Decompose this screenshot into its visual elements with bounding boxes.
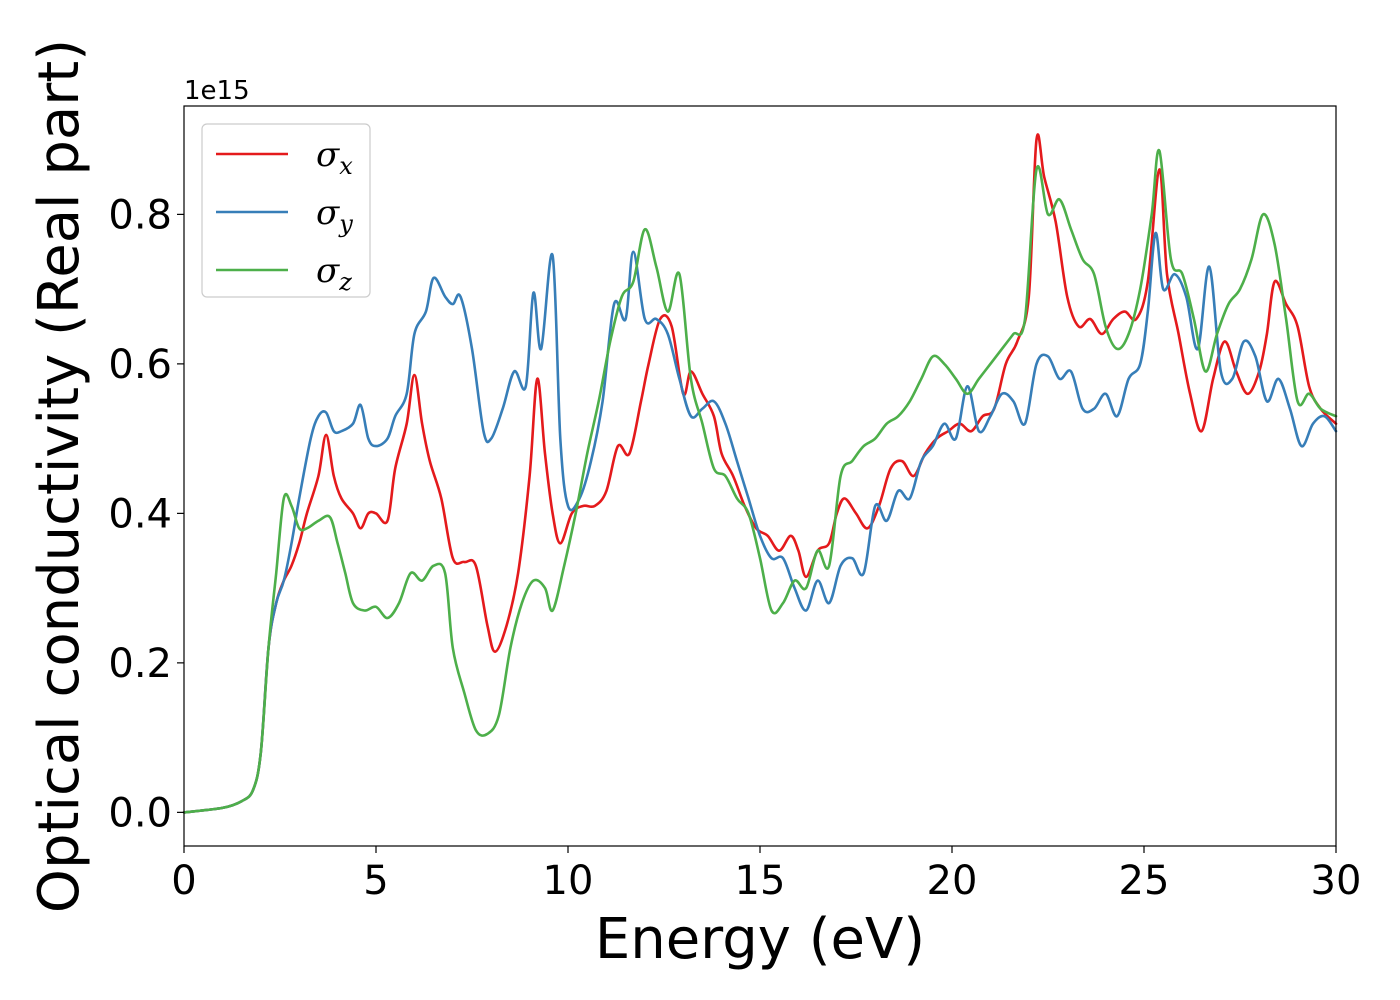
legend-symbol: σ [316, 251, 340, 291]
legend-label-x: σx [316, 135, 353, 180]
plot-background [184, 106, 1336, 846]
y-axis-title: Optical conductivity (Real part) [27, 39, 92, 913]
x-axis-title: Energy (eV) [595, 907, 925, 972]
x-tick-label: 10 [543, 858, 594, 904]
y-tick-label: 0.2 [108, 641, 172, 687]
x-tick-label: 15 [735, 858, 786, 904]
legend-symbol: σ [316, 193, 340, 233]
legend-subscript: y [338, 210, 353, 238]
y-axis: 0.0 0.2 0.4 0.6 0.8 [108, 192, 184, 836]
series-line-z [182, 148, 1338, 814]
legend-subscript: x [339, 152, 353, 180]
x-axis: 0 5 10 15 20 25 30 [171, 846, 1361, 904]
series-line-y [182, 231, 1338, 814]
legend-subscript: z [338, 268, 352, 296]
y-tick-label: 0.6 [108, 342, 172, 388]
legend-label-y: σy [316, 193, 353, 238]
legend-box [201, 123, 371, 298]
x-tick-label: 20 [927, 858, 978, 904]
x-tick-label: 0 [171, 858, 196, 904]
y-tick-label: 0.8 [108, 192, 172, 238]
x-tick-label: 5 [363, 858, 388, 904]
series-layer [182, 133, 1338, 814]
y-tick-label: 0.4 [108, 491, 172, 537]
x-tick-label: 30 [1311, 858, 1362, 904]
y-tick-label: 0.0 [108, 790, 172, 836]
legend-symbol: σ [316, 135, 340, 175]
legend-label-z: σz [316, 251, 352, 296]
x-tick-label: 25 [1119, 858, 1170, 904]
y-offset-label: 1e15 [184, 76, 250, 106]
